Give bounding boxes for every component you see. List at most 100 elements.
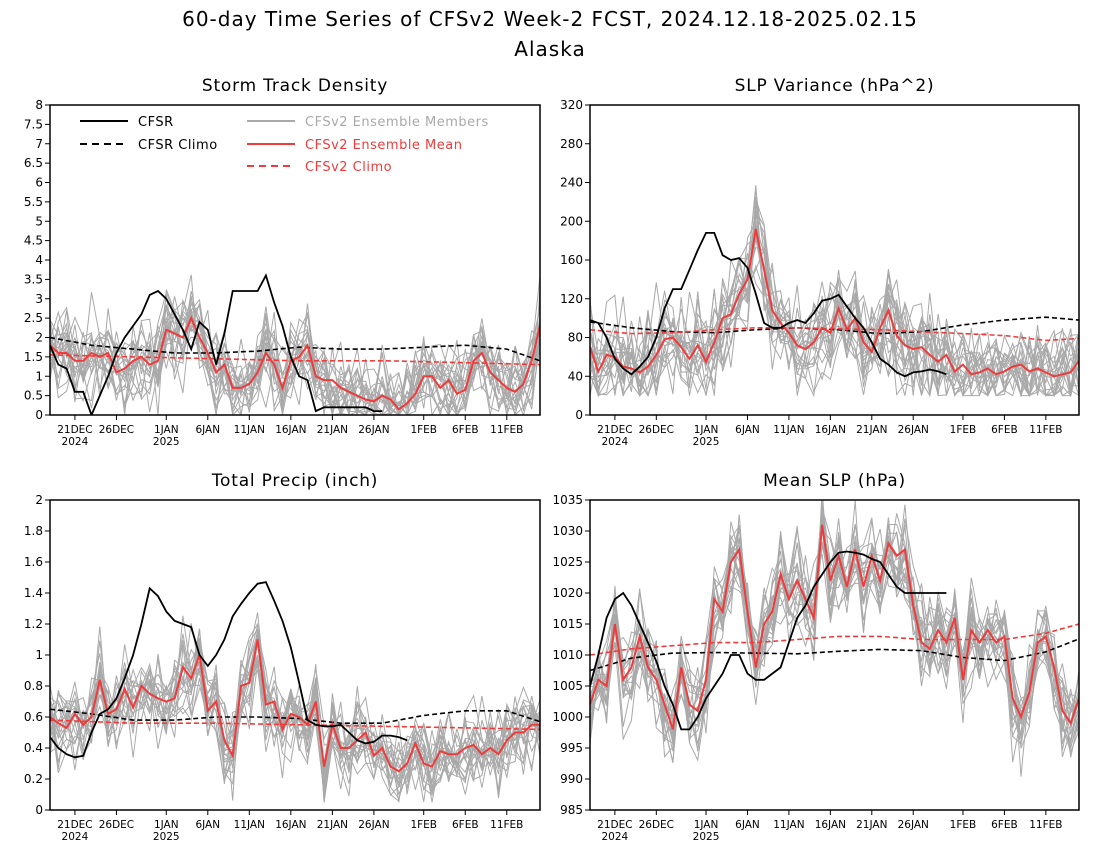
x-tick-label: 6FEB [452,819,479,831]
series-cfsr-climo [50,708,540,725]
y-tick-label: 995 [560,741,583,755]
member-line [50,276,540,415]
x-tick-label: 1FEB [950,819,977,831]
y-tick-label: 1.2 [24,617,43,631]
y-tick-label: 1010 [552,648,583,662]
y-tick-label: 0 [35,803,43,817]
y-tick-label: 8 [35,98,43,112]
figure-title: 60-day Time Series of CFSv2 Week-2 FCST,… [182,7,918,31]
x-tick-label: 21DEC [597,819,632,831]
x-tick-label: 6JAN [195,424,220,436]
x-tick-label: 21JAN [856,819,887,831]
x-year-label: 2024 [601,436,628,448]
x-tick-label: 26DEC [99,424,134,436]
x-tick-label: 1FEB [410,819,437,831]
member-line [590,504,1079,777]
member-line [590,264,1079,396]
y-tick-label: 0.8 [24,679,43,693]
x-tick-label: 6JAN [735,424,760,436]
y-tick-label: 200 [560,214,583,228]
legend-label-ens-mean: CFSv2 Ensemble Mean [305,138,462,153]
x-tick-label: 1FEB [410,424,437,436]
x-tick-label: 21DEC [597,424,632,436]
y-tick-label: 1005 [552,679,583,693]
y-tick-label: 120 [560,292,583,306]
panels-layer: Storm Track Density 0 0.5 1 1.5 2 2.5 3 3.5 4 4.5 5… [24,76,1080,843]
x-tick-label: 1JAN [694,424,719,436]
y-tick-label: 1.8 [24,524,43,538]
panel-1: Storm Track Density 0 0.5 1 1.5 2 2.5 3 3.5 4 4.5 5… [24,76,541,448]
panel-title: SLP Variance (hPa^2) [735,76,935,96]
member-line [50,308,540,415]
member-line [50,626,540,787]
series-ens-mean [590,228,1079,378]
member-line [50,643,540,790]
x-tick-label: 6FEB [991,819,1018,831]
x-tick-label: 21DEC [57,819,92,831]
member-line [590,502,1079,736]
x-tick-label: 6FEB [991,424,1018,436]
member-line [50,289,540,415]
y-tick-label: 0 [35,408,43,422]
x-tick-label: 26DEC [99,819,134,831]
member-line [590,500,1079,746]
x-tick-label: 26JAN [358,819,389,831]
y-tick-label: 2 [35,331,43,345]
y-tick-label: 320 [560,98,583,112]
y-tick-label: 1020 [552,586,583,600]
x-tick-label: 26DEC [639,424,674,436]
series-cfsr [590,550,947,731]
member-line [50,304,540,415]
x-year-label: 2024 [601,831,628,843]
panel-4: Mean SLP (hPa) 985 990 995 1000 1005 1010 1015 1… [552,471,1080,843]
x-tick-label: 21DEC [57,424,92,436]
x-tick-label: 21JAN [856,424,887,436]
x-year-label: 2024 [62,436,89,448]
x-tick-label: 26JAN [898,819,929,831]
y-tick-label: 990 [560,772,583,786]
x-tick-label: 11JAN [234,819,265,831]
series-cfsr [50,273,383,415]
x-tick-label: 11FEB [1029,424,1062,436]
legend: CFSR CFSR Climo CFSv2 Ensemble Members CFSv… [80,115,489,175]
x-tick-label: 26JAN [898,424,929,436]
y-tick-label: 6.5 [24,156,43,170]
y-tick-label: 40 [568,369,583,383]
y-tick-label: 1035 [552,493,583,507]
member-line [50,638,540,790]
y-tick-label: 2.5 [24,311,43,325]
panel-title: Total Precip (inch) [211,471,378,491]
member-line [50,300,540,415]
legend-label-cfsr-climo: CFSR Climo [138,138,218,153]
series-cfsv2-climo [590,326,1079,342]
y-tick-label: 1025 [552,555,583,569]
legend-label-cfsr: CFSR [138,115,174,130]
y-tick-label: 1.6 [24,555,43,569]
figure-subtitle: Alaska [514,37,585,61]
y-tick-label: 280 [560,137,583,151]
ensemble-members [50,612,540,803]
y-tick-label: 7.5 [24,117,43,131]
x-year-label: 2025 [153,436,180,448]
series-cfsv2-climo [590,623,1079,656]
y-tick-label: 5 [35,214,43,228]
member-line [50,637,540,803]
x-year-label: 2024 [62,831,89,843]
series-cfsv2-climo [50,719,540,731]
x-tick-label: 6JAN [735,819,760,831]
member-line [590,238,1079,397]
x-tick-label: 11JAN [773,424,804,436]
y-tick-label: 7 [35,137,43,151]
x-tick-label: 1JAN [154,819,179,831]
panel-title: Storm Track Density [202,76,388,96]
y-tick-label: 160 [560,253,583,267]
x-year-label: 2025 [153,831,180,843]
x-tick-label: 11FEB [1029,819,1062,831]
x-tick-label: 11JAN [773,819,804,831]
member-line [50,628,540,800]
panel-2: SLP Variance (hPa^2) 0 40 80 120 160 200 240 280… [560,76,1080,448]
y-tick-label: 1000 [552,710,583,724]
legend-label-members: CFSv2 Ensemble Members [305,115,489,130]
y-tick-label: 4.5 [24,234,43,248]
member-line [590,210,1079,398]
